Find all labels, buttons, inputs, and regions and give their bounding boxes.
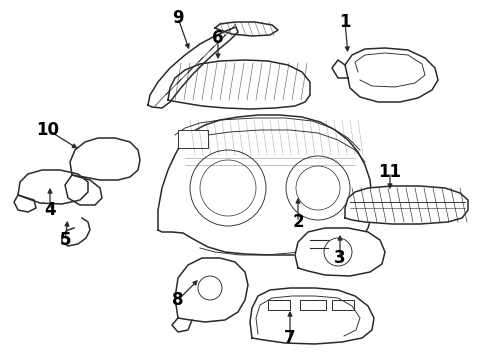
Polygon shape xyxy=(215,22,278,36)
Polygon shape xyxy=(295,228,385,276)
Text: 5: 5 xyxy=(59,231,71,249)
Bar xyxy=(300,300,326,310)
Text: 2: 2 xyxy=(292,213,304,231)
Polygon shape xyxy=(148,27,238,108)
Circle shape xyxy=(324,238,352,266)
Text: 7: 7 xyxy=(284,329,296,347)
Text: 1: 1 xyxy=(339,13,351,31)
Circle shape xyxy=(200,160,256,216)
Bar xyxy=(332,300,354,310)
Bar xyxy=(178,130,208,148)
Polygon shape xyxy=(18,170,88,204)
Circle shape xyxy=(296,166,340,210)
Polygon shape xyxy=(70,138,140,180)
Text: 9: 9 xyxy=(172,9,184,27)
Text: 6: 6 xyxy=(212,29,224,47)
Text: 8: 8 xyxy=(172,291,184,309)
Polygon shape xyxy=(345,48,438,102)
Polygon shape xyxy=(175,258,248,322)
Circle shape xyxy=(286,156,350,220)
Text: 3: 3 xyxy=(334,249,346,267)
Polygon shape xyxy=(345,186,468,224)
Polygon shape xyxy=(250,288,374,344)
Polygon shape xyxy=(158,115,372,255)
Circle shape xyxy=(198,276,222,300)
Bar xyxy=(268,300,290,310)
Text: 11: 11 xyxy=(378,163,401,181)
Polygon shape xyxy=(168,60,310,109)
Polygon shape xyxy=(65,175,102,205)
Polygon shape xyxy=(14,195,36,212)
Text: 4: 4 xyxy=(44,201,56,219)
Circle shape xyxy=(190,150,266,226)
Text: 10: 10 xyxy=(36,121,59,139)
